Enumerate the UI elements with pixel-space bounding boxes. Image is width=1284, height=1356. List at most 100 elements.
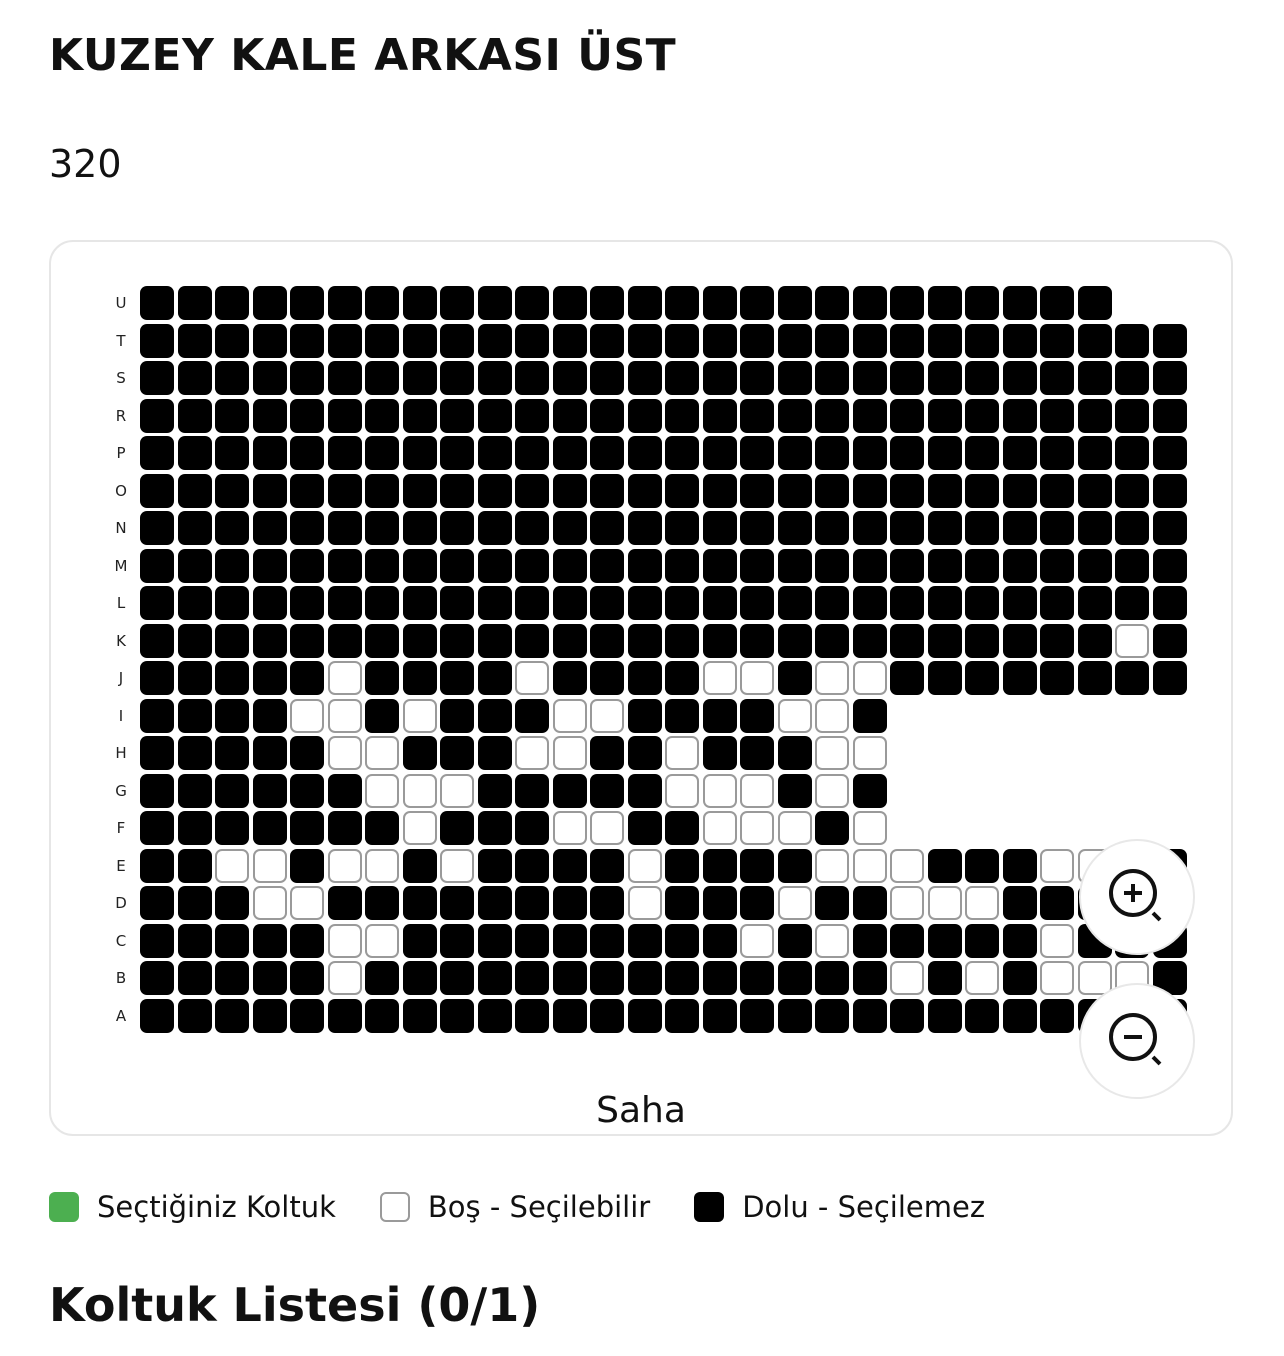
seat-available[interactable] — [327, 961, 362, 995]
seat-available[interactable] — [1040, 923, 1074, 958]
seat-available[interactable] — [440, 773, 474, 808]
seat-occupied — [365, 886, 399, 920]
seat-occupied — [327, 286, 362, 320]
seat-available[interactable] — [402, 811, 437, 845]
seat-occupied — [1077, 473, 1112, 508]
seat-available[interactable] — [852, 736, 887, 770]
seat-available[interactable] — [1077, 961, 1112, 995]
seat-available[interactable] — [702, 661, 737, 695]
seat-occupied — [777, 436, 812, 470]
zoom-out-button[interactable] — [1079, 983, 1195, 1099]
seat-occupied — [515, 961, 549, 995]
seat-available[interactable] — [515, 661, 549, 695]
zoom-in-button[interactable] — [1079, 839, 1195, 955]
seat-available[interactable] — [965, 886, 999, 920]
seat-occupied — [552, 961, 587, 995]
seat-available[interactable] — [402, 773, 437, 808]
seat-available[interactable] — [327, 736, 362, 770]
seat-available[interactable] — [740, 773, 774, 808]
seat-available[interactable] — [365, 773, 399, 808]
seat-available[interactable] — [1040, 961, 1074, 995]
seat-available[interactable] — [665, 736, 699, 770]
seat-occupied — [1077, 586, 1112, 620]
seat-occupied — [477, 848, 512, 883]
seat-available[interactable] — [927, 886, 962, 920]
seat-occupied — [252, 286, 287, 320]
seat-occupied — [890, 436, 924, 470]
seat-available[interactable] — [777, 886, 812, 920]
seat-available[interactable] — [440, 848, 474, 883]
seat-available[interactable] — [740, 811, 774, 845]
seat-available[interactable] — [702, 773, 737, 808]
seat-available[interactable] — [740, 923, 774, 958]
seat-occupied — [665, 398, 699, 433]
seat-available[interactable] — [327, 661, 362, 695]
seat-occupied — [590, 361, 624, 395]
seat-available[interactable] — [627, 886, 662, 920]
seat-available[interactable] — [852, 661, 887, 695]
seat-available[interactable] — [815, 923, 849, 958]
seat-occupied — [327, 773, 362, 808]
seat-occupied — [215, 998, 249, 1033]
seat-occupied — [290, 548, 324, 583]
seat-occupied — [1115, 586, 1149, 620]
seat-available[interactable] — [702, 811, 737, 845]
seat-available[interactable] — [965, 961, 999, 995]
seat-occupied — [215, 548, 249, 583]
seat-available[interactable] — [290, 698, 324, 733]
seat-available[interactable] — [327, 848, 362, 883]
seat-available[interactable] — [590, 811, 624, 845]
seat-occupied — [1040, 548, 1074, 583]
seat-available[interactable] — [1115, 623, 1149, 658]
seat-occupied — [927, 323, 962, 358]
seat-available[interactable] — [515, 736, 549, 770]
seat-available[interactable] — [665, 773, 699, 808]
seat-available[interactable] — [815, 698, 849, 733]
seat-available[interactable] — [777, 811, 812, 845]
seat-available[interactable] — [290, 886, 324, 920]
seat-occupied — [477, 586, 512, 620]
seat-occupied — [177, 286, 212, 320]
seat-available[interactable] — [890, 886, 924, 920]
seat-occupied — [477, 511, 512, 545]
seat-occupied — [627, 623, 662, 658]
seat-occupied — [702, 886, 737, 920]
seat-available[interactable] — [852, 848, 887, 883]
seat-available[interactable] — [552, 736, 587, 770]
seat-occupied — [365, 398, 399, 433]
seat-available[interactable] — [890, 961, 924, 995]
seat-available[interactable] — [777, 698, 812, 733]
seat-occupied — [477, 323, 512, 358]
seat-available[interactable] — [740, 661, 774, 695]
seat-occupied — [777, 511, 812, 545]
seat-occupied — [1040, 286, 1074, 320]
seat-available[interactable] — [215, 848, 249, 883]
seat-occupied — [515, 511, 549, 545]
seat-available[interactable] — [252, 886, 287, 920]
seat-available[interactable] — [815, 736, 849, 770]
seat-available[interactable] — [815, 773, 849, 808]
seat-occupied — [627, 698, 662, 733]
seat-available[interactable] — [402, 698, 437, 733]
seat-available[interactable] — [590, 698, 624, 733]
seat-occupied — [590, 436, 624, 470]
seat-available[interactable] — [815, 661, 849, 695]
seat-occupied — [965, 473, 999, 508]
seat-occupied — [965, 436, 999, 470]
seat-available[interactable] — [890, 848, 924, 883]
seat-available[interactable] — [815, 848, 849, 883]
seat-available[interactable] — [552, 811, 587, 845]
seat-available[interactable] — [327, 923, 362, 958]
seat-available[interactable] — [852, 811, 887, 845]
seat-available[interactable] — [627, 848, 662, 883]
seat-available[interactable] — [252, 848, 287, 883]
seat-available[interactable] — [365, 848, 399, 883]
seat-available[interactable] — [365, 736, 399, 770]
seat-occupied — [552, 398, 587, 433]
seat-available[interactable] — [552, 698, 587, 733]
seat-occupied — [702, 586, 737, 620]
seat-available[interactable] — [327, 698, 362, 733]
seat-available[interactable] — [365, 923, 399, 958]
seat-available[interactable] — [1040, 848, 1074, 883]
seat-occupied — [365, 961, 399, 995]
